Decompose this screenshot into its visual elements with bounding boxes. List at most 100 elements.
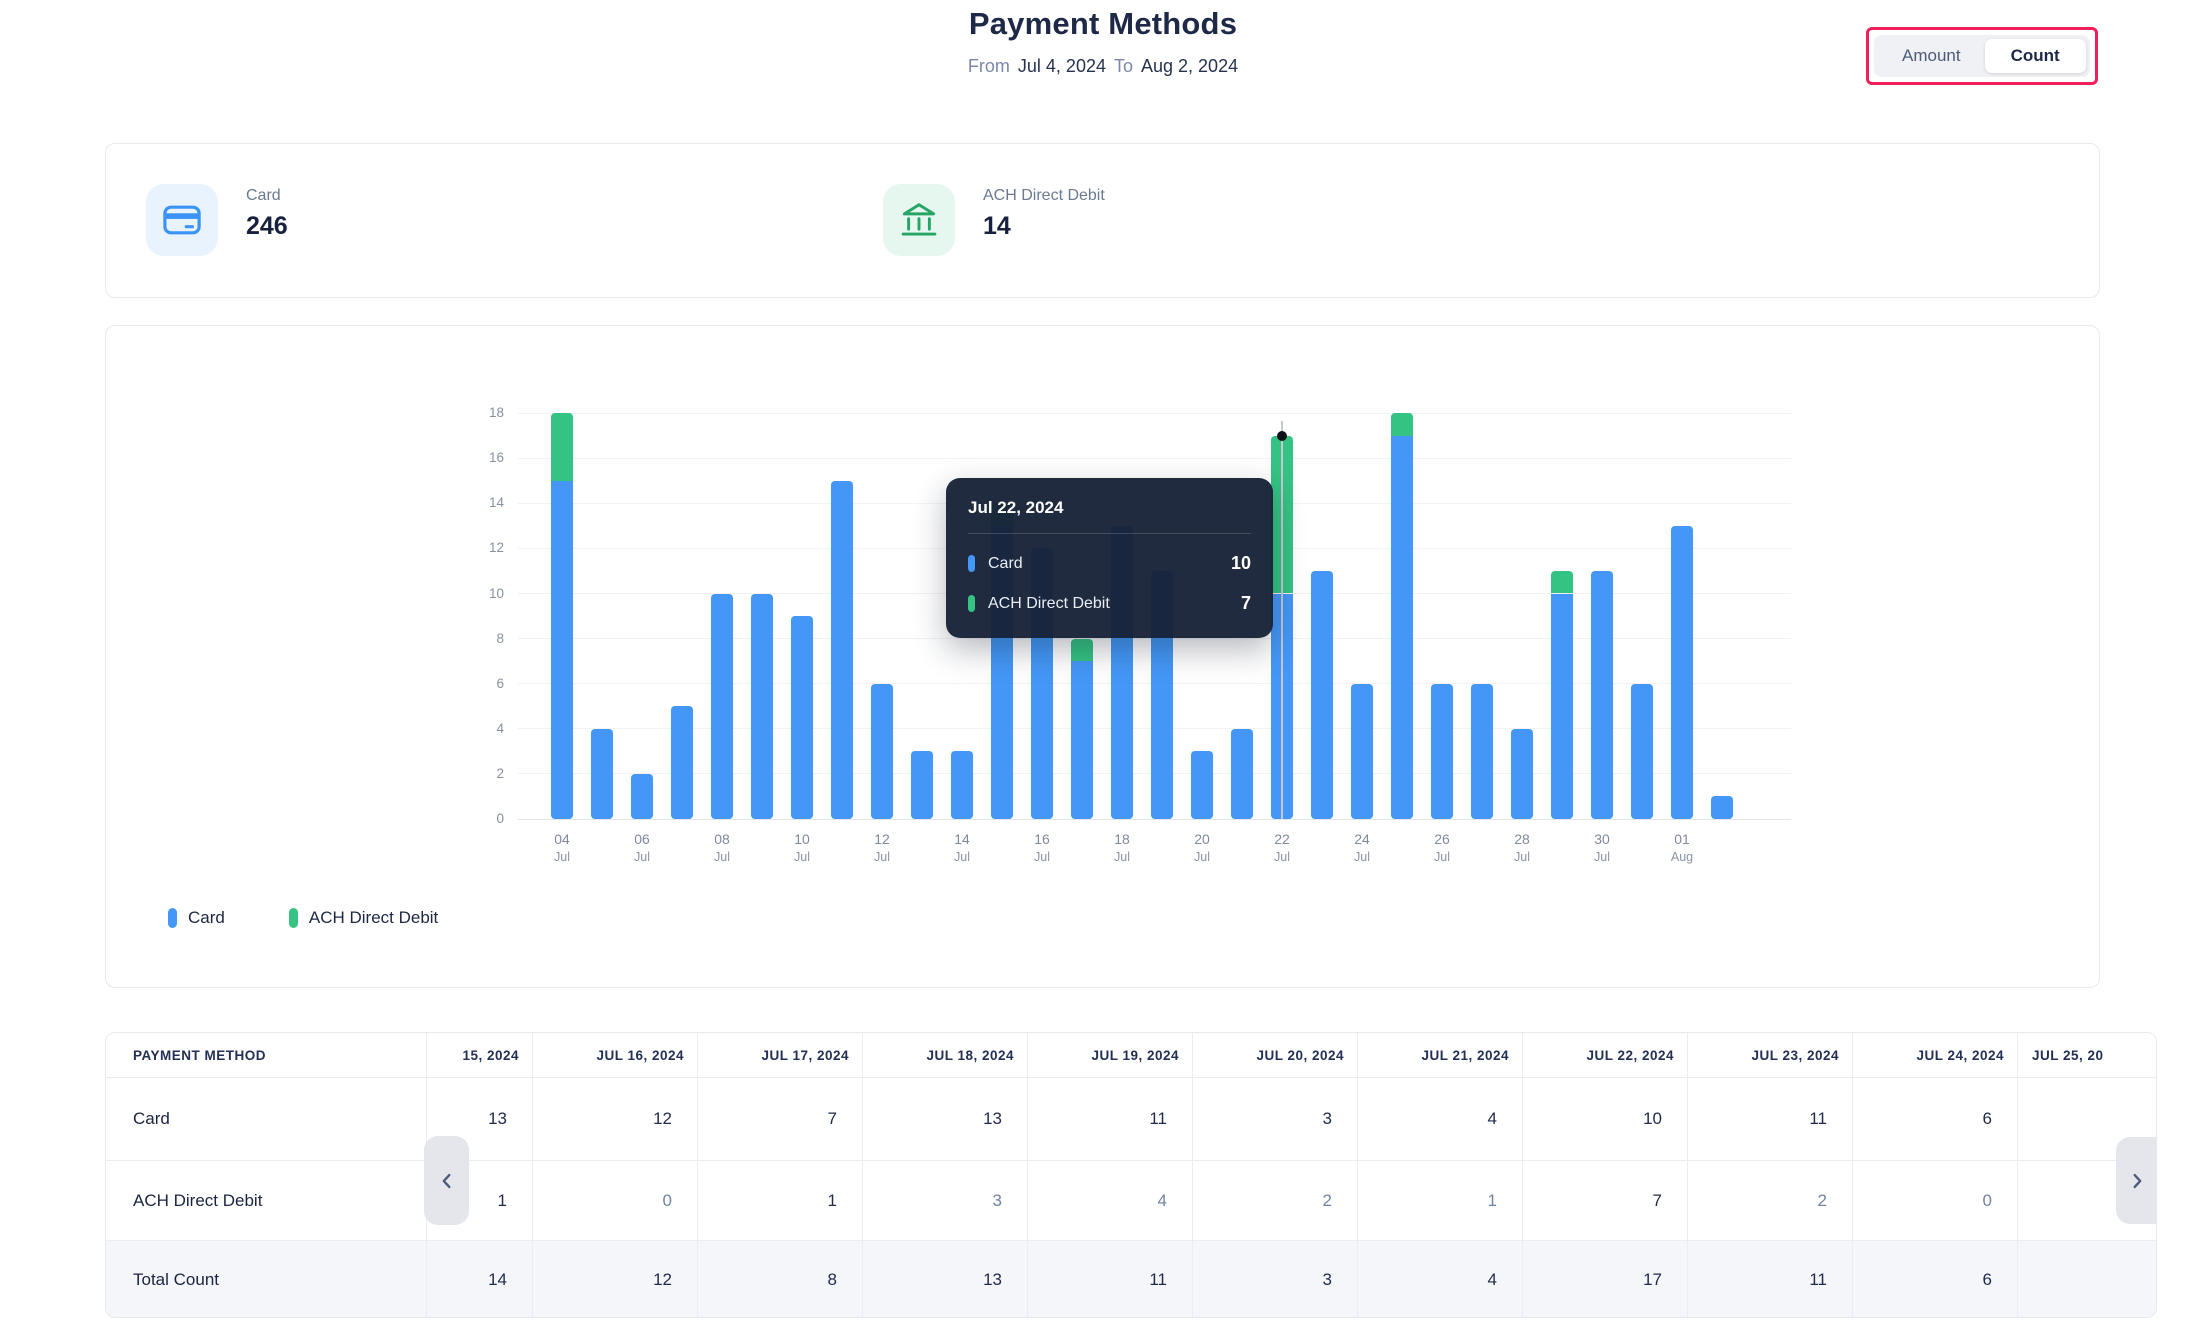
summary-item-ach: ACH Direct Debit 14 <box>883 184 1105 256</box>
tooltip-value: 10 <box>1230 553 1251 573</box>
x-tick-day: 08 <box>714 831 730 847</box>
x-tick-month: Jul <box>1194 850 1210 864</box>
count-toggle-button[interactable]: Count <box>1984 39 2086 73</box>
table-cell: 3 <box>863 1161 1028 1240</box>
summary-value: 14 <box>983 212 1011 240</box>
table-cell: 2 <box>1688 1161 1853 1240</box>
tooltip-row-card: Card 10 <box>968 553 1251 574</box>
x-tick-month: Jul <box>1034 850 1050 864</box>
table-row-label: Card <box>106 1078 427 1160</box>
x-tick-day: 24 <box>1354 831 1370 847</box>
table-cell: 12 <box>533 1241 698 1317</box>
x-tick-month: Jul <box>1274 850 1290 864</box>
bar-card-segment[interactable] <box>1231 728 1253 819</box>
table-header-cell: JUL 20, 2024 <box>1193 1033 1358 1077</box>
x-tick-day: 10 <box>794 831 810 847</box>
bar-card-segment[interactable] <box>1191 751 1213 819</box>
table-cell: 13 <box>863 1241 1028 1317</box>
table-cell: 0 <box>533 1161 698 1240</box>
bar-card-segment[interactable] <box>1311 570 1333 819</box>
table-header-cell: JUL 17, 2024 <box>698 1033 863 1077</box>
bar-card-segment[interactable] <box>1471 683 1493 819</box>
bar-card-segment[interactable] <box>911 751 933 819</box>
amount-toggle-button[interactable]: Amount <box>1878 39 1985 73</box>
table-scroll-prev-button[interactable] <box>424 1136 469 1225</box>
bar-card-segment[interactable] <box>631 773 653 819</box>
summary-label: ACH Direct Debit <box>983 187 1105 204</box>
bar-card-segment[interactable] <box>711 593 733 819</box>
table-header-cell: JUL 21, 2024 <box>1358 1033 1523 1077</box>
bar-card-segment[interactable] <box>551 480 573 819</box>
bar-card-segment[interactable] <box>1431 683 1453 819</box>
table-row-label: ACH Direct Debit <box>106 1161 427 1240</box>
bar-card-segment[interactable] <box>871 683 893 819</box>
x-tick-label: 18 Jul <box>1082 831 1162 864</box>
payments-bar-chart: 0 2 4 6 8 10 12 14 16 18 04 Jul 06 Jul 08 Jul 10 Jul 12 Ju… <box>105 325 2100 988</box>
x-tick-day: 18 <box>1114 831 1130 847</box>
x-tick-day: 22 <box>1274 831 1290 847</box>
x-tick-month: Jul <box>1354 850 1370 864</box>
table-cell: 10 <box>1523 1078 1688 1160</box>
table-cell: 13 <box>427 1078 533 1160</box>
from-date: Jul 4, 2024 <box>1017 56 1106 76</box>
y-tick-label: 16 <box>488 450 504 466</box>
x-tick-day: 12 <box>874 831 890 847</box>
bar-card-segment[interactable] <box>1071 661 1093 819</box>
toggle-highlight-box: Amount Count <box>1866 27 2098 85</box>
x-tick-day: 06 <box>634 831 650 847</box>
y-tick-label: 0 <box>496 811 504 826</box>
bank-icon <box>883 184 955 256</box>
x-tick-month: Jul <box>714 850 730 864</box>
x-tick-label: 14 Jul <box>922 831 1002 864</box>
x-tick-label: 04 Jul <box>522 831 602 864</box>
table-header-cell: JUL 24, 2024 <box>1853 1033 2018 1077</box>
table-cell: 1 <box>427 1161 533 1240</box>
table-row: ACH Direct Debit 1 0 1 3 4 2 1 7 2 0 <box>106 1161 2156 1241</box>
bar-card-segment[interactable] <box>1671 525 1693 819</box>
table-cell: 6 <box>1853 1078 2018 1160</box>
x-tick-day: 26 <box>1434 831 1450 847</box>
table-cell: 11 <box>1688 1241 1853 1317</box>
x-tick-label: 30 Jul <box>1562 831 1642 864</box>
x-tick-label: 24 Jul <box>1322 831 1402 864</box>
table-scroll-next-button[interactable] <box>2116 1137 2156 1224</box>
bar-card-segment[interactable] <box>751 593 773 819</box>
bar-card-segment[interactable] <box>1511 728 1533 819</box>
legend-pill <box>168 908 177 928</box>
payment-methods-table: PAYMENT METHOD 15, 2024 JUL 16, 2024 JUL 17… <box>105 1032 2157 1318</box>
bar-ach-segment[interactable] <box>1071 638 1093 662</box>
summary-card: Card 246 ACH Direct Debit 14 <box>105 143 2100 298</box>
bar-card-segment[interactable] <box>1591 570 1613 819</box>
chart-tooltip: Jul 22, 2024 Card 10 ACH Direct Debit 7 <box>946 478 1273 638</box>
bar-ach-segment[interactable] <box>1391 413 1413 436</box>
table-header-cell: JUL 25, 20 <box>2018 1033 2156 1077</box>
bar-card-segment[interactable] <box>1551 593 1573 819</box>
table-cell: 6 <box>1853 1241 2018 1317</box>
bar-card-segment[interactable] <box>951 751 973 819</box>
bar-card-segment[interactable] <box>1631 683 1653 819</box>
y-tick-label: 18 <box>488 405 504 421</box>
date-range: From Jul 4, 2024 To Aug 2, 2024 <box>0 56 2206 77</box>
bar-card-segment[interactable] <box>1391 435 1413 819</box>
bar-card-segment[interactable] <box>1711 796 1733 819</box>
bar-card-segment[interactable] <box>1351 683 1373 819</box>
bar-ach-segment[interactable] <box>551 413 573 481</box>
bar-card-segment[interactable] <box>791 616 813 819</box>
table-header-row: PAYMENT METHOD 15, 2024 JUL 16, 2024 JUL 17… <box>106 1033 2156 1078</box>
table-header-cell: JUL 16, 2024 <box>533 1033 698 1077</box>
legend-label: Card <box>188 908 225 927</box>
bar-card-segment[interactable] <box>591 728 613 819</box>
tooltip-date: Jul 22, 2024 <box>968 498 1064 517</box>
table-header-cell: 15, 2024 <box>427 1033 533 1077</box>
table-cell: 17 <box>1523 1241 1688 1317</box>
bar-card-segment[interactable] <box>671 706 693 819</box>
x-tick-month: Jul <box>954 850 970 864</box>
x-tick-day: 01 <box>1674 831 1690 847</box>
bar-card-segment[interactable] <box>831 480 853 819</box>
x-tick-label: 22 Jul <box>1242 831 1322 864</box>
x-tick-label: 10 Jul <box>762 831 842 864</box>
bar-ach-segment[interactable] <box>1551 570 1573 594</box>
x-tick-label: 08 Jul <box>682 831 762 864</box>
x-tick-day: 30 <box>1594 831 1610 847</box>
table-cell: 13 <box>863 1078 1028 1160</box>
